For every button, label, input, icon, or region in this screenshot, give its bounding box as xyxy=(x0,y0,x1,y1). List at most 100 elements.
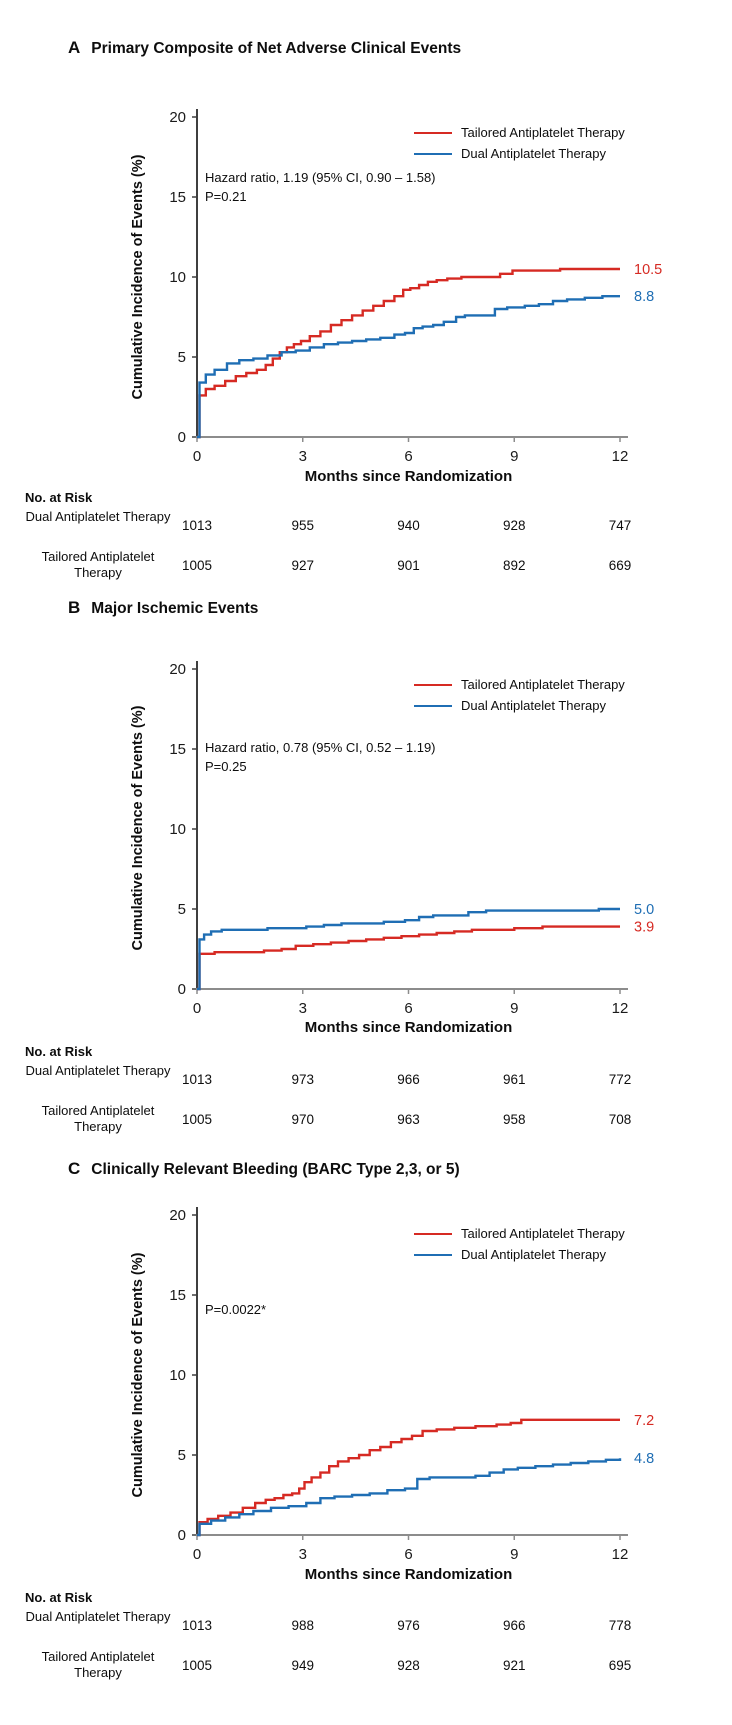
panel-c-letter: C xyxy=(68,1159,81,1178)
panel-a-title: A Primary Composite of Net Adverse Clinic… xyxy=(68,38,461,58)
risk-value: 1013 xyxy=(181,1072,213,1087)
legend-item-dual: Dual Antiplatelet Therapy xyxy=(414,695,625,716)
dual-line-swatch xyxy=(414,704,452,707)
risk-value: 988 xyxy=(291,1618,315,1633)
risk-value: 1005 xyxy=(181,1112,213,1127)
p-value-text: P=0.21 xyxy=(205,189,247,204)
x-axis-label: Months since Randomization xyxy=(304,1566,513,1583)
risk-value: 961 xyxy=(502,1072,526,1087)
y-tick-label: 5 xyxy=(178,1447,186,1464)
risk-row-label: Dual Antiplatelet Therapy xyxy=(25,1609,171,1624)
risk-value: 921 xyxy=(502,1658,526,1673)
legend-label-tailored: Tailored Antiplatelet Therapy xyxy=(461,1226,625,1241)
y-tick-label: 10 xyxy=(169,821,186,838)
risk-row-label: Tailored Antiplatelet Therapy xyxy=(41,1103,155,1134)
tailored-line-swatch xyxy=(414,683,452,686)
panel-c-title: C Clinically Relevant Bleeding (BARC Type… xyxy=(68,1159,460,1179)
panel-a: A Primary Composite of Net Adverse Clinic… xyxy=(0,30,732,580)
risk-row: Tailored Antiplatelet Therapy 1005 949 928 9… xyxy=(0,1647,732,1687)
risk-row: Tailored Antiplatelet Therapy 1005 927 901 8… xyxy=(0,547,732,587)
tailored-line-swatch xyxy=(414,1232,452,1235)
legend-item-tailored: Tailored Antiplatelet Therapy xyxy=(414,122,625,143)
tailored-curve xyxy=(197,1418,620,1537)
dual-line-swatch xyxy=(414,1253,452,1256)
y-tick-label: 10 xyxy=(169,269,186,286)
p-value-text: P=0.25 xyxy=(205,759,247,774)
dual-line-swatch xyxy=(414,152,452,155)
risk-row-label: Tailored Antiplatelet Therapy xyxy=(41,549,155,580)
legend-item-tailored: Tailored Antiplatelet Therapy xyxy=(414,1223,625,1244)
y-tick-label: 15 xyxy=(169,741,186,758)
risk-table-header: No. at Risk xyxy=(25,490,93,505)
dual-curve xyxy=(197,907,620,991)
tailored-end-label: 7.2 xyxy=(634,1413,654,1429)
x-tick-label: 0 xyxy=(193,1000,201,1017)
panel-b-chart: 0 5 10 15 20 0 3 6 9 12 3.9 5.0 xyxy=(169,661,654,1017)
panel-c-chart: 0 5 10 15 20 0 3 6 9 12 7.2 4.8 xyxy=(169,1207,654,1563)
x-tick-label: 9 xyxy=(510,448,518,465)
x-axis-label: Months since Randomization xyxy=(304,468,513,485)
tailored-curve xyxy=(197,925,620,991)
stats-annotation: Hazard ratio, 0.78 (95% CI, 0.52 – 1.19)… xyxy=(205,738,436,776)
x-tick-label: 9 xyxy=(510,1000,518,1017)
risk-value: 1005 xyxy=(181,1658,213,1673)
x-tick-label: 12 xyxy=(612,1546,629,1563)
y-tick-label: 0 xyxy=(178,981,186,998)
risk-value: 778 xyxy=(608,1618,632,1633)
hazard-ratio-text: Hazard ratio, 1.19 (95% CI, 0.90 – 1.58) xyxy=(205,170,436,185)
risk-row: Dual Antiplatelet Therapy 1013 955 940 928 74… xyxy=(0,507,732,547)
tailored-line-swatch xyxy=(414,131,452,134)
panel-b-title: B Major Ischemic Events xyxy=(68,598,258,618)
legend-item-dual: Dual Antiplatelet Therapy xyxy=(414,143,625,164)
y-tick-label: 20 xyxy=(169,661,186,678)
risk-table-header: No. at Risk xyxy=(25,1044,93,1059)
y-tick-label: 5 xyxy=(178,349,186,366)
panel-b-letter: B xyxy=(68,598,81,617)
risk-value: 901 xyxy=(397,558,420,573)
risk-value: 940 xyxy=(397,518,420,533)
risk-value: 1005 xyxy=(181,558,213,573)
risk-value: 892 xyxy=(502,558,526,573)
panel-b: B Major Ischemic Events Cumulative Incide… xyxy=(0,582,732,1142)
x-tick-label: 3 xyxy=(299,1546,307,1563)
risk-row-label: Dual Antiplatelet Therapy xyxy=(25,509,171,524)
x-tick-label: 6 xyxy=(404,1000,412,1017)
dual-curve xyxy=(197,1458,622,1537)
risk-value: 928 xyxy=(397,1658,420,1673)
risk-value: 958 xyxy=(502,1112,526,1127)
panel-c: C Clinically Relevant Bleeding (BARC Type… xyxy=(0,1147,732,1692)
legend-item-tailored: Tailored Antiplatelet Therapy xyxy=(414,674,625,695)
x-tick-label: 9 xyxy=(510,1546,518,1563)
x-tick-label: 3 xyxy=(299,448,307,465)
x-axis-label: Months since Randomization xyxy=(304,1019,513,1036)
y-tick-label: 20 xyxy=(169,109,186,126)
legend-label-dual: Dual Antiplatelet Therapy xyxy=(461,146,607,161)
risk-value: 976 xyxy=(397,1618,420,1633)
risk-row: Dual Antiplatelet Therapy 1013 973 966 961 77… xyxy=(0,1061,732,1101)
y-tick-label: 0 xyxy=(178,429,186,446)
legend: Tailored Antiplatelet Therapy Dual Antip… xyxy=(414,674,625,716)
risk-value: 966 xyxy=(397,1072,420,1087)
stats-annotation: P=0.0022* xyxy=(205,1300,266,1319)
y-tick-label: 15 xyxy=(169,1287,186,1304)
x-tick-label: 3 xyxy=(299,1000,307,1017)
legend-label-dual: Dual Antiplatelet Therapy xyxy=(461,698,607,713)
x-tick-label: 0 xyxy=(193,448,201,465)
y-tick-label: 10 xyxy=(169,1367,186,1384)
tailored-end-label: 3.9 xyxy=(634,920,654,936)
x-tick-label: 12 xyxy=(612,448,629,465)
risk-value: 949 xyxy=(291,1658,315,1673)
risk-table-header: No. at Risk xyxy=(25,1590,93,1605)
risk-value: 973 xyxy=(291,1072,315,1087)
y-tick-label: 20 xyxy=(169,1207,186,1224)
legend-label-tailored: Tailored Antiplatelet Therapy xyxy=(461,125,625,140)
risk-value: 966 xyxy=(502,1618,526,1633)
y-tick-label: 15 xyxy=(169,189,186,206)
x-tick-label: 12 xyxy=(612,1000,629,1017)
legend: Tailored Antiplatelet Therapy Dual Antip… xyxy=(414,122,625,164)
risk-value: 963 xyxy=(397,1112,420,1127)
risk-row: Tailored Antiplatelet Therapy 1005 970 963 9… xyxy=(0,1101,732,1141)
legend-item-dual: Dual Antiplatelet Therapy xyxy=(414,1244,625,1265)
risk-value: 928 xyxy=(502,518,526,533)
p-value-text: P=0.0022* xyxy=(205,1302,267,1317)
